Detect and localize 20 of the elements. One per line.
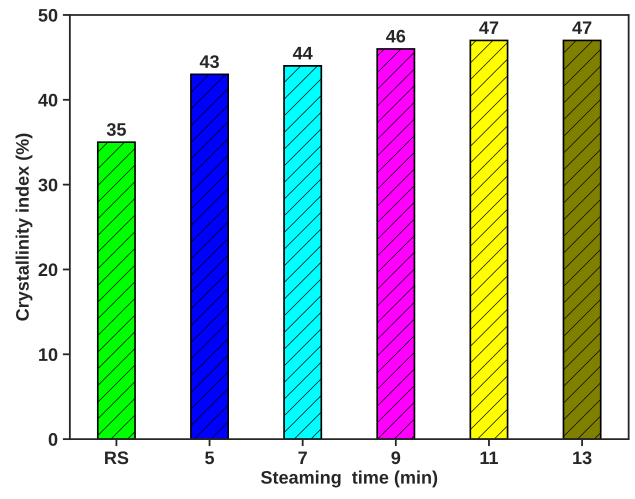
data-label: 35 <box>106 123 126 136</box>
y-tick-label: 30 <box>38 178 58 192</box>
x-tick-label: RS <box>105 451 128 464</box>
x-tick-label: 11 <box>480 452 498 464</box>
y-tick-label: 40 <box>38 94 58 107</box>
y-tick-label: 20 <box>38 263 58 276</box>
data-label: 46 <box>386 30 406 43</box>
data-label: 44 <box>292 46 313 60</box>
y-tick-label: 0 <box>48 433 58 446</box>
x-tick-label: 13 <box>573 451 592 464</box>
x-tick-label: 7 <box>298 452 307 464</box>
x-tick-label: 5 <box>205 452 214 464</box>
y-axis-title: Crystallinity index (%) <box>16 134 32 321</box>
data-label: 47 <box>572 21 592 34</box>
y-tick-label: 50 <box>38 8 58 22</box>
x-tick-label: 9 <box>391 451 400 464</box>
data-label: 47 <box>479 21 498 34</box>
y-tick-label: 10 <box>39 348 58 362</box>
data-label: 43 <box>200 55 219 68</box>
x-axis-title: Steaming time (min) <box>260 470 438 488</box>
